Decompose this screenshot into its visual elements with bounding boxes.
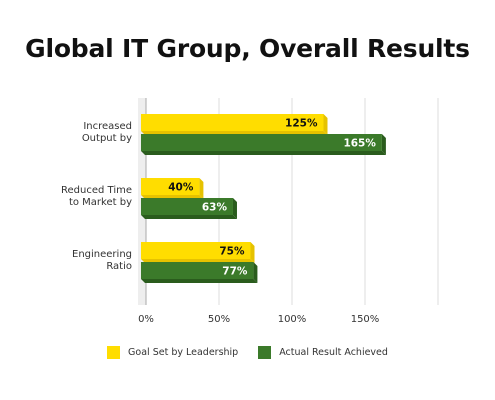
x-tick-label: 50% [208,314,230,325]
bar-side [232,198,237,219]
labels: 0% 50% 100% 150% 125% 165% 40% 63% 75% 77% Increas… [61,118,379,326]
x-tick-label: 100% [278,314,307,325]
category-label-line: Ratio [106,261,132,272]
bar [141,114,324,131]
bar-bottom [141,279,258,283]
bar [141,262,254,279]
bars [141,114,386,283]
bar-side [253,262,258,283]
category-label: Engineering Ratio [72,249,132,272]
data-label: 125% [285,118,318,130]
bar [141,178,200,195]
legend-item-actual: Actual Result Achieved [258,346,388,359]
x-tick-label: 150% [351,314,380,325]
category-label-line: Output by [82,133,132,144]
bar [141,242,251,259]
bar-side [199,178,204,199]
data-label: 77% [222,266,248,278]
legend-item-goal: Goal Set by Leadership [107,346,238,359]
chart-title: Global IT Group, Overall Results [25,34,470,63]
category-label: Reduced Time to Market by [61,185,132,208]
data-label: 40% [168,182,194,194]
x-tick-label: 0% [138,314,154,325]
category-label: Increased Output by [82,121,132,144]
bar [141,198,233,215]
data-label: 75% [219,246,245,258]
bar-side [323,114,328,135]
bar-bottom [141,151,386,155]
legend-swatch-goal [107,346,121,359]
data-label: 63% [202,202,228,214]
category-label-line: Reduced Time [61,185,132,196]
category-label-line: Engineering [72,249,132,260]
bar-side [250,242,255,263]
category-label-line: to Market by [69,197,132,208]
legend-swatch-actual [258,346,272,359]
legend-label-goal: Goal Set by Leadership [128,347,239,358]
legend: Goal Set by Leadership Actual Result Ach… [0,346,495,359]
bar [141,134,382,151]
data-label: 165% [343,138,376,150]
category-label-line: Increased [83,121,132,132]
bar-side [381,134,386,155]
bar-bottom [141,215,237,219]
legend-label-actual: Actual Result Achieved [279,347,388,358]
